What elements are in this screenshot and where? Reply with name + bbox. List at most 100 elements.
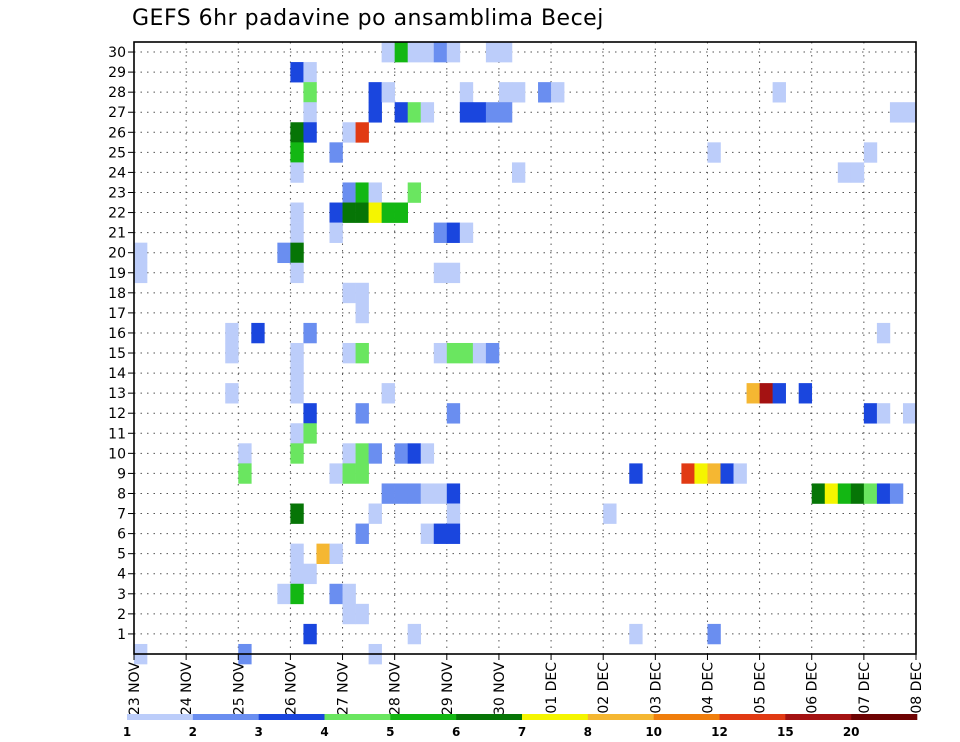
heatmap-cell (342, 282, 356, 304)
y-tick-label: 9 (117, 466, 126, 482)
heatmap-cell (303, 623, 317, 645)
x-tick-label: 08 DEC (909, 662, 925, 714)
heatmap-cell (720, 463, 734, 484)
heatmap-cell (303, 322, 317, 344)
heatmap-cell (342, 182, 356, 203)
heatmap-cell (342, 583, 356, 605)
heatmap-cell (368, 503, 382, 524)
heatmap-cell (355, 202, 369, 223)
heatmap-cell (290, 162, 304, 183)
legend-color-swatch (390, 714, 457, 720)
heatmap-cell (290, 583, 304, 605)
heatmap-cell (446, 342, 461, 364)
heatmap-cell (798, 383, 813, 404)
heatmap-cell (551, 82, 565, 103)
heatmap-cell (629, 623, 643, 645)
heatmap-cell (290, 563, 304, 585)
heatmap-cells (134, 42, 917, 665)
heatmap-cell (381, 202, 395, 223)
heatmap-cell (459, 82, 474, 103)
heatmap-cell (433, 42, 448, 63)
heatmap-cell (485, 102, 500, 123)
heatmap-cell (511, 82, 526, 103)
heatmap-cell (433, 483, 448, 504)
heatmap-cell (355, 463, 369, 484)
y-tick-label: 30 (108, 45, 126, 61)
heatmap-cell (811, 483, 826, 504)
axes: 1234567891011121314151617181920212223242… (108, 45, 925, 715)
heatmap-cell (394, 483, 408, 504)
heatmap-cell (759, 383, 773, 404)
heatmap-cell (329, 222, 343, 243)
heatmap-cell (394, 202, 408, 223)
y-tick-label: 14 (108, 366, 126, 382)
legend-color-swatch (324, 714, 391, 720)
heatmap-cell (407, 483, 422, 504)
heatmap-cell (303, 423, 317, 444)
heatmap-cell (498, 82, 513, 103)
y-tick-label: 1 (117, 627, 126, 643)
heatmap-cell (290, 423, 304, 444)
heatmap-cell (420, 42, 435, 63)
heatmap-cell (290, 503, 304, 524)
x-tick-label: 03 DEC (648, 662, 664, 714)
heatmap-cell (446, 262, 461, 284)
heatmap-cell (511, 162, 526, 183)
heatmap-cell (863, 483, 878, 504)
x-tick-label: 07 DEC (857, 662, 873, 714)
heatmap-cell (394, 102, 408, 123)
heatmap-cell (342, 603, 356, 625)
legend-color-swatch (851, 714, 918, 720)
heatmap-cell (355, 122, 369, 143)
heatmap-cell (472, 342, 487, 364)
y-tick-label: 18 (108, 286, 126, 302)
y-tick-label: 10 (108, 446, 126, 462)
heatmap-cell (355, 523, 369, 544)
y-tick-label: 3 (117, 587, 126, 603)
y-tick-label: 11 (108, 426, 126, 442)
heatmap-cell (303, 102, 317, 123)
heatmap-cell (772, 82, 786, 103)
heatmap-cell (876, 483, 891, 504)
color-legend: 1 2 3 4 5 6 7 8 10 12 15 20 (123, 714, 918, 739)
legend-color-swatch (258, 714, 325, 720)
heatmap-cell (342, 202, 356, 223)
chart-title: GEFS 6hr padavine po ansamblima Becej (132, 6, 604, 31)
heatmap-cell (446, 42, 461, 63)
x-tick-label: 25 NOV (231, 662, 247, 716)
heatmap-cell (368, 82, 382, 103)
legend-color-swatch (522, 714, 589, 720)
heatmap-cell (446, 403, 461, 424)
heatmap-cell (902, 102, 917, 123)
heatmap-cell (603, 503, 617, 524)
heatmap-cell (433, 523, 448, 544)
heatmap-cell (459, 102, 474, 123)
heatmap-cell (368, 202, 382, 223)
y-tick-label: 7 (117, 507, 126, 523)
heatmap-cell (134, 262, 148, 284)
legend-label: 1 (123, 725, 131, 739)
heatmap-cell (420, 102, 435, 123)
heatmap-cell (889, 483, 904, 504)
heatmap-cell (290, 222, 304, 243)
heatmap-cell (433, 222, 448, 243)
heatmap-cell (303, 403, 317, 424)
x-tick-label: 29 NOV (440, 662, 456, 716)
heatmap-cell (329, 142, 343, 163)
heatmap-cell (889, 102, 904, 123)
heatmap-cell (746, 383, 760, 404)
heatmap-cell (420, 523, 435, 544)
heatmap-cell (824, 483, 839, 504)
y-tick-label: 17 (108, 306, 126, 322)
heatmap-cell (629, 463, 643, 484)
heatmap-cell (355, 182, 369, 203)
y-tick-label: 22 (108, 206, 126, 222)
heatmap-cell (902, 403, 917, 424)
y-tick-label: 6 (117, 527, 126, 543)
heatmap-cell (381, 483, 395, 504)
heatmap-cell (459, 342, 474, 364)
heatmap-cell (407, 102, 422, 123)
heatmap-cell (381, 42, 395, 63)
heatmap-cell (498, 102, 513, 123)
x-tick-label: 26 NOV (283, 662, 299, 716)
